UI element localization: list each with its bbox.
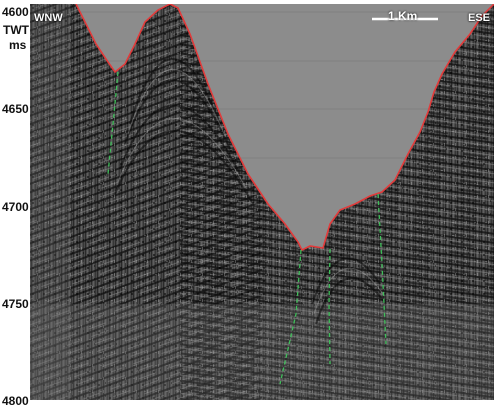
fault-lines xyxy=(107,71,387,385)
fault-line-2 xyxy=(279,249,302,385)
direction-label-wnw: WNW xyxy=(34,12,63,24)
y-tick-4800: 4800 xyxy=(2,394,29,408)
seafloor-horizon xyxy=(75,3,495,252)
y-tick-4600: 4600 xyxy=(2,5,29,19)
y-axis-unit-twt: TWT xyxy=(3,23,29,37)
seismic-section-image xyxy=(30,3,495,400)
y-tick-4750: 4750 xyxy=(2,297,29,311)
fault-line-4 xyxy=(377,193,387,345)
fault-line-1 xyxy=(107,71,119,175)
direction-label-ese: ESE xyxy=(467,12,490,24)
y-tick-4700: 4700 xyxy=(2,200,29,214)
y-axis-unit-ms: ms xyxy=(9,38,27,52)
y-tick-4650: 4650 xyxy=(2,102,29,116)
scale-bar-label: 1 Km xyxy=(388,9,418,23)
seismic-profile: WNW ESE 1 Km xyxy=(30,3,495,400)
